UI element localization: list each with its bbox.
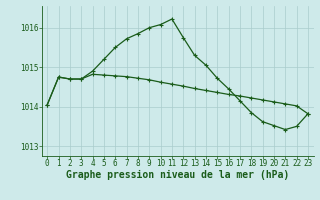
X-axis label: Graphe pression niveau de la mer (hPa): Graphe pression niveau de la mer (hPa) [66,170,289,180]
